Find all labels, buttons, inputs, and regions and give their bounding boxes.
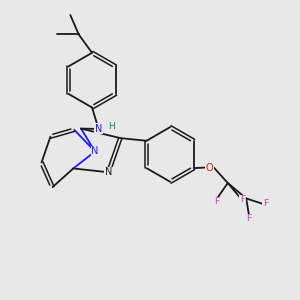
Text: O: O bbox=[206, 163, 213, 172]
Text: H: H bbox=[108, 122, 114, 131]
Text: N: N bbox=[91, 146, 99, 157]
Text: F: F bbox=[247, 214, 252, 223]
Text: N: N bbox=[95, 124, 102, 134]
Text: F: F bbox=[240, 195, 245, 204]
Text: F: F bbox=[263, 199, 268, 208]
Text: F: F bbox=[214, 197, 219, 206]
Text: N: N bbox=[105, 167, 112, 177]
